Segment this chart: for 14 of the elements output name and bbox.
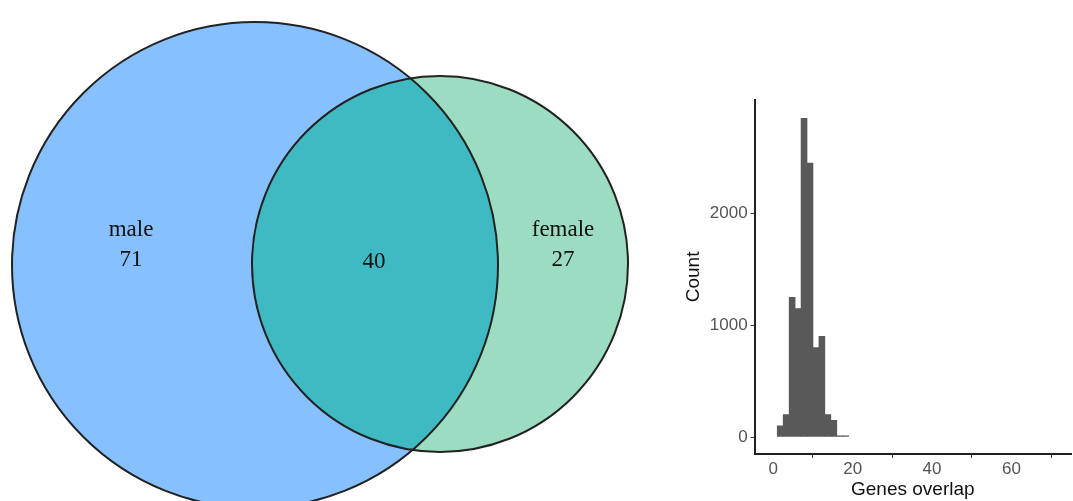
x-tick-label: 40 xyxy=(922,458,942,478)
data-label: 40 xyxy=(362,248,386,274)
y-tick-label: 2000 xyxy=(709,203,748,223)
y-tick-label: 0 xyxy=(738,426,748,446)
y-axis-title: Count xyxy=(681,250,703,303)
data-label: 71 xyxy=(119,246,143,272)
category-label: male xyxy=(108,216,154,242)
category-label: female xyxy=(531,216,595,242)
x-tick-label: 60 xyxy=(1001,458,1021,478)
data-label: 27 xyxy=(551,246,575,272)
x-tick-label: 20 xyxy=(843,458,863,478)
x-axis-title: Genes overlap xyxy=(851,477,975,499)
x-tick-label: 0 xyxy=(768,458,779,478)
y-tick-label: 1000 xyxy=(709,314,748,334)
